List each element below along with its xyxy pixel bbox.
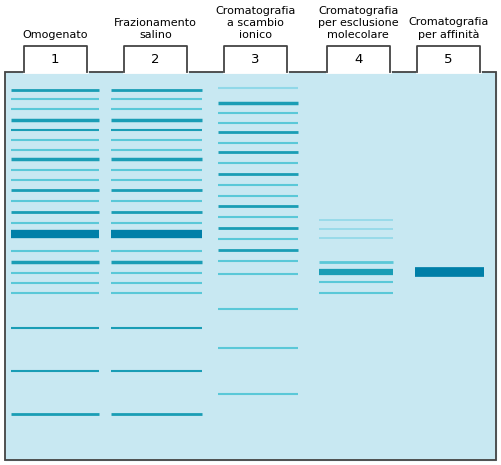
Text: 2: 2: [151, 53, 159, 66]
Text: Cromatografia
per esclusione
molecolare: Cromatografia per esclusione molecolare: [318, 6, 398, 40]
Text: 3: 3: [252, 53, 260, 66]
Bar: [5, 72, 496, 460]
Text: Omogenato: Omogenato: [23, 29, 88, 40]
Text: Cromatografia
a scambio
ionico: Cromatografia a scambio ionico: [215, 6, 296, 40]
Bar: [124, 46, 187, 72]
Bar: [5, 72, 496, 460]
Text: Frazionamento
salino: Frazionamento salino: [114, 18, 197, 40]
Text: Cromatografia
per affinità: Cromatografia per affinità: [408, 17, 488, 40]
Bar: [224, 46, 287, 72]
Text: 1: 1: [51, 53, 59, 66]
Text: 4: 4: [354, 53, 362, 66]
Text: 5: 5: [444, 53, 452, 66]
Bar: [327, 46, 390, 72]
Bar: [24, 46, 87, 72]
Bar: [417, 46, 480, 72]
